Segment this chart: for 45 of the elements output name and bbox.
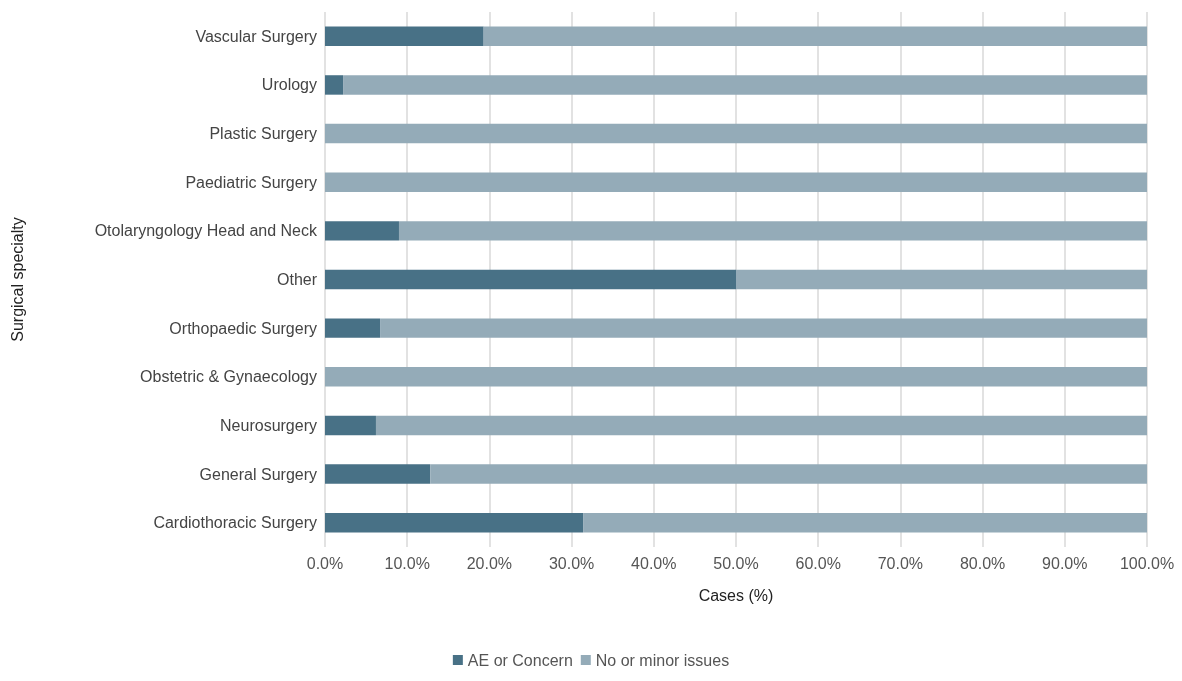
y-tick-label: Cardiothoracic Surgery [153, 514, 317, 532]
bar [325, 318, 381, 338]
bar [325, 221, 399, 241]
x-tick-label: 80.0% [959, 554, 1006, 572]
x-axis-title: Cases (%) [698, 586, 774, 604]
x-tick-label: 20.0% [466, 554, 513, 572]
bar [325, 464, 431, 484]
x-tick-label: 10.0% [384, 554, 430, 572]
x-tick-label: 40.0% [631, 554, 677, 572]
x-tick-label: 30.0% [548, 554, 595, 572]
x-tick-label: 60.0% [795, 554, 841, 572]
bar [325, 172, 1147, 192]
y-tick-label: Paediatric Surgery [185, 173, 317, 191]
bar [375, 415, 1147, 436]
bar [398, 221, 1147, 241]
y-tick-label: Plastic Surgery [209, 125, 317, 143]
y-tick-label: Other [276, 271, 318, 288]
bar [583, 512, 1147, 533]
x-tick-label: 90.0% [1042, 554, 1088, 572]
bar [325, 123, 1147, 144]
bar [483, 26, 1147, 47]
bar [325, 269, 736, 290]
bar [380, 318, 1147, 338]
bar [325, 26, 484, 47]
bar [430, 464, 1147, 484]
legend-label: No or minor issues [595, 651, 730, 669]
y-tick-label: Orthopaedic Surgery [169, 319, 317, 337]
x-tick-label: 50.0% [713, 554, 759, 572]
bar [736, 269, 1147, 290]
bar [325, 367, 1147, 387]
y-tick-label: Obstetric & Gynaecology [140, 368, 317, 386]
y-tick-label: Neurosurgery [220, 416, 317, 434]
y-tick-label: Vascular Surgery [195, 27, 317, 45]
x-tick-label: 100.0% [1119, 554, 1175, 572]
bar [325, 512, 584, 533]
y-tick-label: General Surgery [199, 465, 317, 483]
x-tick-label: 0.0% [306, 554, 344, 572]
bar [343, 75, 1147, 95]
x-tick-label: 70.0% [877, 554, 924, 572]
y-tick-label: Urology [261, 76, 317, 94]
y-tick-label: Otolaryngology Head and Neck [94, 222, 318, 240]
legend-label: AE or Concern [467, 651, 573, 669]
y-axis-title: Surgical specialty [8, 217, 26, 342]
bar [325, 415, 376, 436]
bar [325, 75, 344, 95]
